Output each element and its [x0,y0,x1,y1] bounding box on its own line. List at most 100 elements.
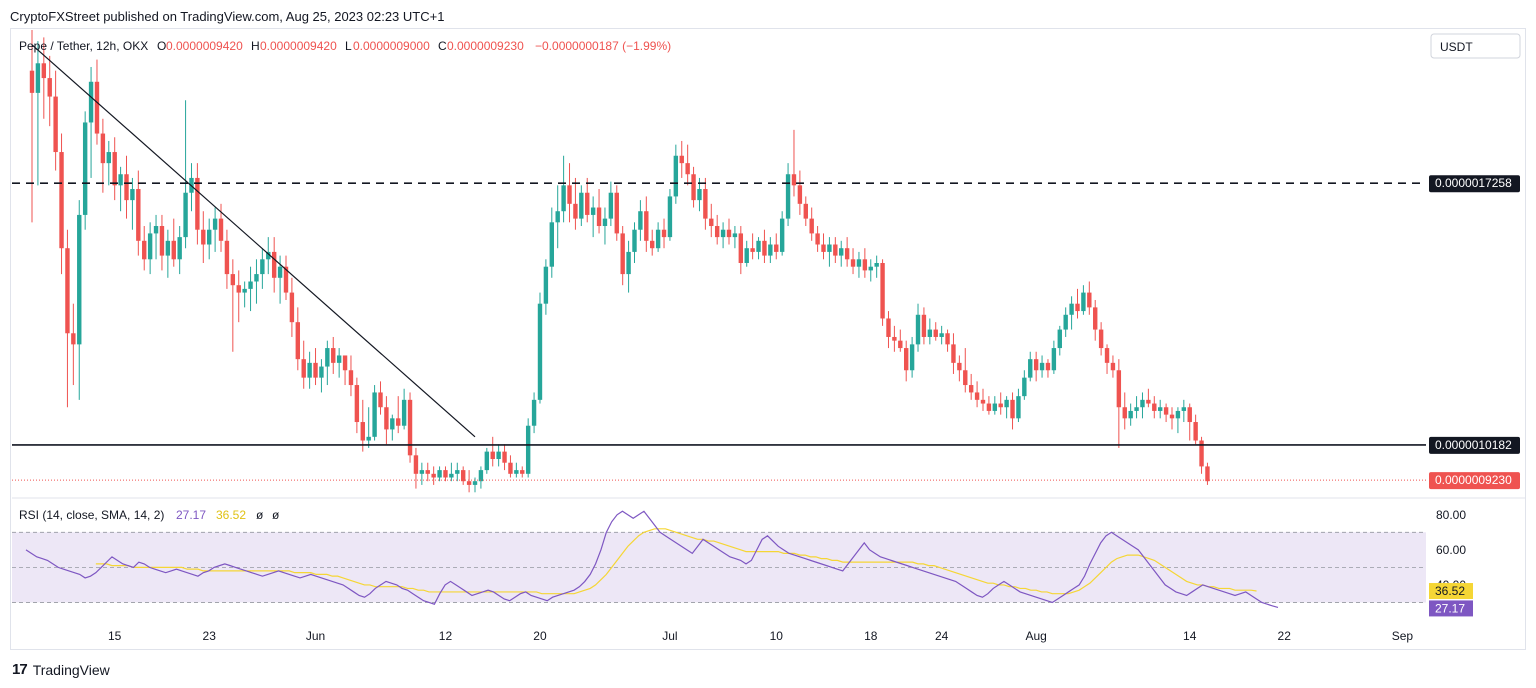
candle-body [880,263,885,319]
candle-body [980,399,986,404]
level-label-2: 0.0000009230 [1435,473,1512,487]
candle-body [437,470,442,478]
candle-body [360,422,365,441]
candle-body [892,336,897,341]
candle-body [455,470,460,474]
candle-body [77,214,82,345]
candle-body [1063,314,1068,330]
candle-body [909,344,915,371]
candle-body [313,362,318,378]
rsi-extra-1: ø [256,508,264,522]
candle-body [254,274,259,282]
candle-body [331,348,336,363]
candle-body [147,233,153,260]
candle-body [372,392,377,437]
candle-body [963,370,968,386]
candle-body [862,259,868,271]
candle-body [401,399,407,426]
candle-body [47,78,52,97]
ohlc-o-value: 0.0000009420 [166,39,243,53]
candle-body [94,81,100,134]
candle-body [703,189,708,219]
rsi-badge [1429,600,1473,617]
candle-body [768,244,773,256]
candle-body [502,451,507,463]
candle-body [744,248,749,263]
candle-body [466,481,472,485]
candle-body [850,259,856,267]
candle-body [827,244,832,252]
candle-body [378,392,383,408]
candle-body [1016,396,1021,419]
candle-body [874,263,879,267]
candle-body [602,218,608,227]
candle-body [1205,466,1210,482]
candle-body [555,211,560,223]
candle-body [927,329,933,337]
candle-body [390,418,395,430]
candle-body [809,218,814,234]
candle-body [638,211,643,230]
candle-body [1022,377,1027,397]
candle-body [968,385,974,393]
currency-button-bg[interactable] [1430,33,1521,59]
candle-body [839,248,844,256]
currency-button[interactable]: USDT [1430,33,1521,59]
candle-body [248,281,253,289]
chart-frame [10,28,1526,650]
candle-body [709,218,714,227]
candle-body [537,303,543,400]
candle-body [1181,407,1187,411]
footer: 17 TradingView [12,661,110,678]
candle-body [1175,410,1181,419]
candle-body [41,63,47,79]
brand-name: TradingView [32,661,110,678]
candle-body [71,333,76,345]
rsi-ma-badge [1429,583,1473,600]
candle-body [266,251,271,260]
candle-body [1004,399,1009,408]
x-tick-7: 18 [864,629,878,643]
candle-body [1081,292,1086,312]
candle-body [496,451,501,460]
candle-body [236,285,241,293]
candle-body [1039,362,1045,371]
candle-body [573,203,578,219]
symbol-title: Pepe / Tether, 12h, OKX [19,39,148,53]
candle-body [289,292,295,323]
candle-body [738,233,744,263]
tradingview-logo-icon: 17 [12,661,28,678]
candle-body [82,122,88,215]
candle-body [921,314,927,337]
candle-body [886,318,891,337]
candle-body [325,348,330,367]
candle-body [1122,407,1127,419]
ohlc-l-label: L [345,39,352,53]
candle-body [319,366,324,378]
candle-body [1193,422,1198,441]
candle-body [118,174,123,186]
candle-body [419,470,425,474]
trendline [31,44,476,438]
candle-body [460,470,466,482]
candle-body [596,207,602,227]
candle-body [472,481,478,485]
rsi-title: RSI (14, close, SMA, 14, 2) [19,508,164,522]
candle-body [1087,292,1092,308]
candle-body [567,185,572,204]
rsi-badge-text: 27.17 [1435,601,1465,615]
candle-body [354,385,360,423]
candle-body [1051,348,1057,371]
candle-body [295,322,301,360]
candle-body [88,81,94,123]
candle-body [756,240,761,252]
rsi-extra-2: ø [272,508,280,522]
candle-body [561,185,566,212]
candle-body [242,288,247,293]
candle-body [667,196,673,238]
candle-body [644,211,649,241]
currency-button-label[interactable]: USDT [1440,40,1473,54]
candle-body [986,403,992,411]
